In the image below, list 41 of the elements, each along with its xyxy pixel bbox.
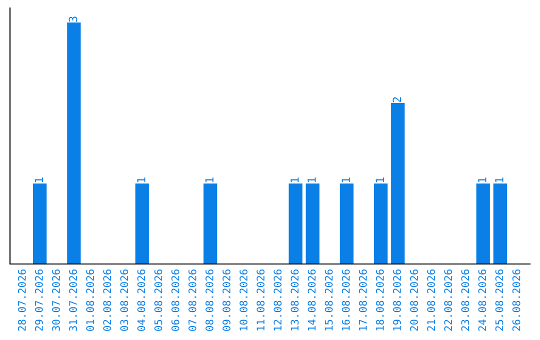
x-tick-label: 02.08.2026 bbox=[103, 270, 112, 331]
x-tick-label: 23.08.2026 bbox=[461, 270, 470, 331]
x-tick-label: 01.08.2026 bbox=[86, 270, 94, 331]
x-tick-label: 06.08.2026 bbox=[171, 270, 180, 331]
data-label: 2 bbox=[392, 97, 401, 102]
x-tick-label: 07.08.2026 bbox=[188, 270, 196, 331]
x-tick-label: 12.08.2026 bbox=[274, 270, 282, 330]
x-tick-label: 14.08.2026 bbox=[308, 270, 316, 330]
x-tick-label: 04.08.2026 bbox=[137, 270, 146, 331]
x-tick-label: 22.08.2026 bbox=[444, 270, 452, 331]
data-label: 1 bbox=[342, 178, 350, 182]
data-label: 1 bbox=[376, 178, 384, 182]
x-tick-label: 31.07.2026 bbox=[69, 270, 77, 331]
data-label: 1 bbox=[478, 178, 486, 182]
x-tick-label: 10.08.2026 bbox=[240, 270, 248, 330]
x-tick-label: 21.08.2026 bbox=[427, 270, 436, 331]
x-tick-label: 05.08.2026 bbox=[154, 270, 162, 331]
x-tick-label: 20.08.2026 bbox=[410, 270, 418, 331]
data-label: 1 bbox=[205, 178, 214, 182]
data-label: 1 bbox=[34, 178, 43, 182]
x-tick-label: 13.08.2026 bbox=[290, 270, 299, 330]
data-label: 1 bbox=[308, 178, 316, 182]
x-tick-label: 26.08.2026 bbox=[512, 270, 520, 331]
x-tick-label: 16.08.2026 bbox=[342, 270, 350, 330]
x-tick-label: 11.08.2026 bbox=[256, 270, 265, 330]
x-tick-label: 08.08.2026 bbox=[206, 270, 214, 331]
x-tick-label: 15.08.2026 bbox=[324, 270, 333, 330]
x-tick-label: 18.08.2026 bbox=[376, 270, 384, 330]
x-tick-label: 09.08.2026 bbox=[222, 270, 230, 331]
x-tick-label: 30.07.2026 bbox=[52, 270, 60, 331]
data-label: 3 bbox=[68, 16, 78, 22]
data-label: 1 bbox=[495, 178, 504, 182]
x-tick-label: 24.08.2026 bbox=[478, 270, 486, 331]
x-tick-label: 29.07.2026 bbox=[35, 270, 43, 331]
x-tick-label: 03.08.2026 bbox=[120, 270, 128, 331]
x-tick-label: 25.08.2026 bbox=[495, 270, 504, 331]
data-label: 1 bbox=[290, 178, 299, 182]
x-tick-label: 17.08.2026 bbox=[358, 270, 367, 330]
x-tick-label: 28.07.2026 bbox=[18, 270, 26, 331]
data-label: 1 bbox=[137, 178, 146, 182]
x-tick-label: 19.08.2026 bbox=[393, 270, 401, 330]
